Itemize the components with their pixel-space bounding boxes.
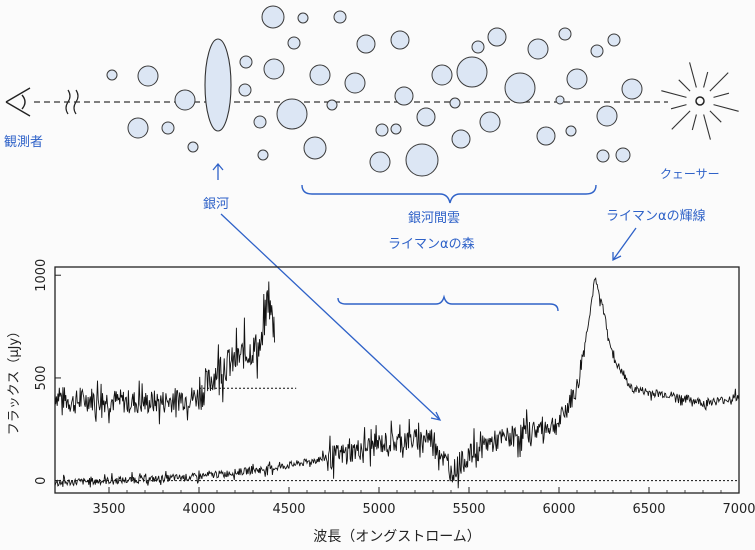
quasar-ray [689,62,697,88]
cloud-circle [566,68,588,90]
series-group [54,277,740,489]
y-axis-title: フラックス（μJy） [7,325,22,435]
cloud-circle [239,55,253,69]
y-axis: 0 500 1000 [34,259,61,485]
lower-spectrum-line [54,277,740,489]
cloud-circle [565,125,577,137]
cloud-circle [536,126,556,146]
x-tick-label: 5500 [452,502,485,517]
cloud-circle [137,65,159,87]
quasar-ray [670,104,687,110]
lyman-alpha-line-label: ライマンαの輝線 [606,208,706,224]
x-tick-label: 4500 [272,502,305,517]
cloud-circle [356,34,376,54]
cloud-circle [558,27,572,41]
cloud-circle [451,129,471,149]
cloud-circle [127,117,149,139]
upper-spectrum-line [54,281,276,425]
cloud-circle [257,149,269,161]
quasar-icon [661,62,739,140]
cloud-circle [333,10,347,24]
observer-label: 観測者 [4,135,43,150]
igm-brace [301,184,597,204]
cloud-circle [607,33,621,47]
galaxy-pointer-arrow [212,162,224,180]
quasar-ray [671,110,691,130]
cloud-circle [394,86,414,106]
cloud-circle [276,98,308,130]
diagram: 観測者 クェーサー 銀河 銀河間雲 ライマンαの森 ライマンαの輝線 [4,5,739,421]
cloud-circle [504,72,536,104]
cloud-circle [297,12,309,24]
quasar-ray [661,90,687,98]
cloud-circle [416,107,436,127]
quasar-ray [703,114,711,140]
cloud-circle [161,121,175,135]
y-tick-label: 500 [34,366,49,391]
x-axis: 3500 4000 4500 5000 5500 6000 6500 7000 [92,487,755,517]
cloud-circle [456,56,488,88]
quasar-label: クェーサー [660,167,720,181]
cloud-circle [344,72,366,94]
cloud-circle [479,111,501,133]
x-tick-label: 7000 [722,502,755,517]
cloud-circle [375,123,389,137]
cloud-circle [309,64,331,86]
cloud-circle [405,143,439,177]
cloud-circle [287,36,301,50]
galaxy-label: 銀河 [203,197,229,212]
cloud-circle [303,136,327,160]
cloud-circle [596,105,618,127]
y-tick-label: 1000 [34,259,49,292]
cloud-circle [555,95,565,105]
cloud-circle [596,149,610,163]
quasar-ray [703,71,709,88]
y-tick-label: 0 [34,477,49,485]
cloud-circle [487,27,507,47]
x-tick-label: 3500 [92,502,125,517]
cloud-circle [174,89,196,111]
cloud-circle [390,123,402,135]
quasar-ray [709,72,729,92]
quasar-ray [713,92,730,98]
cloud-circle [253,115,267,129]
lyman-alpha-pointer-arrow [612,227,637,262]
quasar-ray [678,79,691,92]
cloud-circle [621,78,643,100]
forest-brace [337,294,559,312]
quasar-ray [691,114,697,131]
lyman-forest-label: ライマンαの森 [388,237,475,252]
spectrum-chart: 3500 4000 4500 5000 5500 6000 6500 7000 0 500 100… [7,259,755,545]
x-tick-label: 6500 [632,502,665,517]
cloud-circle [238,83,252,97]
intergalactic-clouds [106,5,643,177]
cloud-circle [527,38,549,60]
quasar-ray [713,104,739,112]
cloud-circle [263,58,285,80]
cloud-circle [369,151,391,173]
cloud-circle [590,44,604,58]
cloud-circle [390,30,410,50]
galaxy-absorption-arrow [220,213,442,421]
x-axis-title: 波長（オングストローム） [313,529,481,545]
x-tick-label: 5000 [362,502,395,517]
cloud-circle [261,5,285,29]
igm-label: 銀河間雲 [408,211,460,226]
eye-icon [5,87,31,117]
x-tick-label: 4000 [182,502,215,517]
galaxy-ellipse [204,38,232,132]
cloud-circle [187,141,199,153]
cloud-circle [106,69,118,81]
cloud-circle [431,64,453,86]
quasar-ray [709,110,722,123]
cloud-circle [615,147,631,163]
cloud-circle [326,99,338,111]
x-tick-label: 6000 [542,502,575,517]
cloud-circle [449,97,461,109]
cloud-circle [471,40,485,54]
